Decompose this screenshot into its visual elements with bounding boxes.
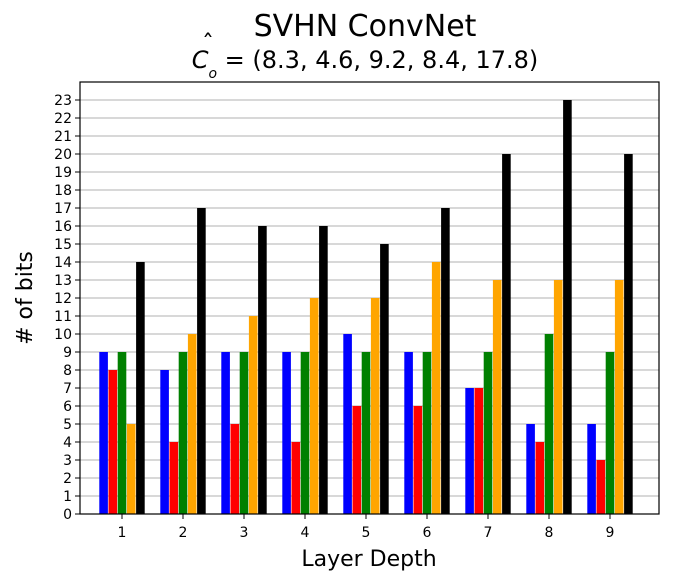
- bar-layer-1-series-5: [136, 262, 145, 514]
- x-axis-label: Layer Depth: [301, 547, 436, 572]
- bar-layer-2-series-3: [178, 352, 188, 514]
- bar-layer-8-series-3: [544, 334, 554, 514]
- bar-layer-7-series-5: [502, 154, 511, 514]
- bar-layer-4-series-5: [319, 226, 328, 514]
- y-tick-label: 18: [54, 183, 72, 199]
- bar-layer-8-series-4: [553, 280, 563, 514]
- y-tick-label: 1: [63, 489, 72, 505]
- bar-layer-6-series-2: [413, 406, 423, 514]
- bar-layer-6-series-5: [441, 208, 450, 514]
- x-axis-ticks: 1 2 3 4 5 6 7 8 9: [118, 514, 615, 541]
- y-tick-label: 12: [54, 291, 72, 307]
- bars: [99, 100, 633, 514]
- subtitle-values: = (8.3, 4.6, 9.2, 8.4, 17.8): [217, 46, 538, 74]
- bar-layer-2-series-1: [160, 370, 169, 514]
- y-tick-label: 17: [54, 201, 72, 217]
- y-tick-label: 5: [63, 417, 72, 433]
- bar-layer-5-series-1: [343, 334, 352, 514]
- bar-layer-3-series-2: [230, 424, 240, 514]
- y-tick-label: 10: [54, 327, 72, 343]
- y-tick-label: 22: [54, 111, 72, 127]
- y-tick-label: 9: [63, 345, 72, 361]
- x-tick-label: 3: [240, 525, 249, 541]
- bar-layer-5-series-4: [370, 298, 380, 514]
- bar-layer-4-series-2: [291, 442, 301, 514]
- y-tick-label: 15: [54, 237, 72, 253]
- y-tick-label: 13: [54, 273, 72, 289]
- bar-layer-2-series-5: [197, 208, 206, 514]
- x-tick-label: 2: [179, 525, 188, 541]
- bar-layer-5-series-3: [361, 352, 371, 514]
- x-tick-label: 7: [484, 525, 493, 541]
- bar-layer-5-series-5: [380, 244, 389, 514]
- y-axis-label: # of bits: [13, 251, 38, 345]
- bar-layer-9-series-1: [587, 424, 596, 514]
- y-tick-label: 2: [63, 471, 72, 487]
- y-tick-label: 4: [63, 435, 72, 451]
- bar-layer-8-series-2: [535, 442, 545, 514]
- y-tick-label: 19: [54, 165, 72, 181]
- subtitle-variable: C: [192, 46, 209, 74]
- chart-subtitle: Co = (8.3, 4.6, 9.2, 8.4, 17.8): [192, 46, 539, 82]
- bar-layer-3-series-3: [239, 352, 249, 514]
- x-tick-label: 5: [362, 525, 371, 541]
- x-tick-label: 4: [301, 525, 310, 541]
- bar-layer-4-series-1: [282, 352, 291, 514]
- y-tick-label: 14: [54, 255, 72, 271]
- y-tick-label: 21: [54, 129, 72, 145]
- bar-layer-9-series-4: [614, 280, 624, 514]
- bar-layer-9-series-3: [605, 352, 615, 514]
- subtitle-subscript: o: [208, 66, 217, 82]
- bar-layer-7-series-4: [492, 280, 502, 514]
- x-tick-label: 6: [423, 525, 432, 541]
- y-tick-label: 0: [63, 507, 72, 523]
- subtitle-hat: ˆ: [202, 30, 214, 58]
- bar-layer-1-series-3: [117, 352, 127, 514]
- bar-layer-3-series-5: [258, 226, 267, 514]
- x-tick-label: 9: [606, 525, 615, 541]
- bar-layer-7-series-2: [474, 388, 484, 514]
- y-tick-label: 8: [63, 363, 72, 379]
- bar-layer-7-series-1: [465, 388, 474, 514]
- bar-layer-6-series-1: [404, 352, 413, 514]
- x-tick-label: 1: [118, 525, 127, 541]
- bar-layer-7-series-3: [483, 352, 493, 514]
- y-tick-label: 7: [63, 381, 72, 397]
- y-tick-label: 3: [63, 453, 72, 469]
- bar-layer-9-series-5: [624, 154, 633, 514]
- y-tick-label: 6: [63, 399, 72, 415]
- bar-layer-6-series-4: [431, 262, 441, 514]
- x-tick-label: 8: [545, 525, 554, 541]
- y-tick-label: 23: [54, 93, 72, 109]
- bar-layer-4-series-4: [309, 298, 319, 514]
- y-tick-label: 20: [54, 147, 72, 163]
- bar-layer-5-series-2: [352, 406, 362, 514]
- y-tick-label: 16: [54, 219, 72, 235]
- bar-layer-3-series-4: [248, 316, 258, 514]
- bar-layer-3-series-1: [221, 352, 230, 514]
- bar-layer-1-series-2: [108, 370, 118, 514]
- chart-title: SVHN ConvNet: [254, 9, 477, 44]
- bar-layer-8-series-5: [563, 100, 572, 514]
- bar-layer-1-series-1: [99, 352, 108, 514]
- bar-layer-4-series-3: [300, 352, 310, 514]
- bar-layer-6-series-3: [422, 352, 432, 514]
- bar-layer-1-series-4: [126, 424, 136, 514]
- bar-layer-2-series-2: [169, 442, 179, 514]
- bar-layer-8-series-1: [526, 424, 535, 514]
- bar-layer-2-series-4: [187, 334, 197, 514]
- bar-layer-9-series-2: [596, 460, 606, 514]
- y-tick-label: 11: [54, 309, 72, 325]
